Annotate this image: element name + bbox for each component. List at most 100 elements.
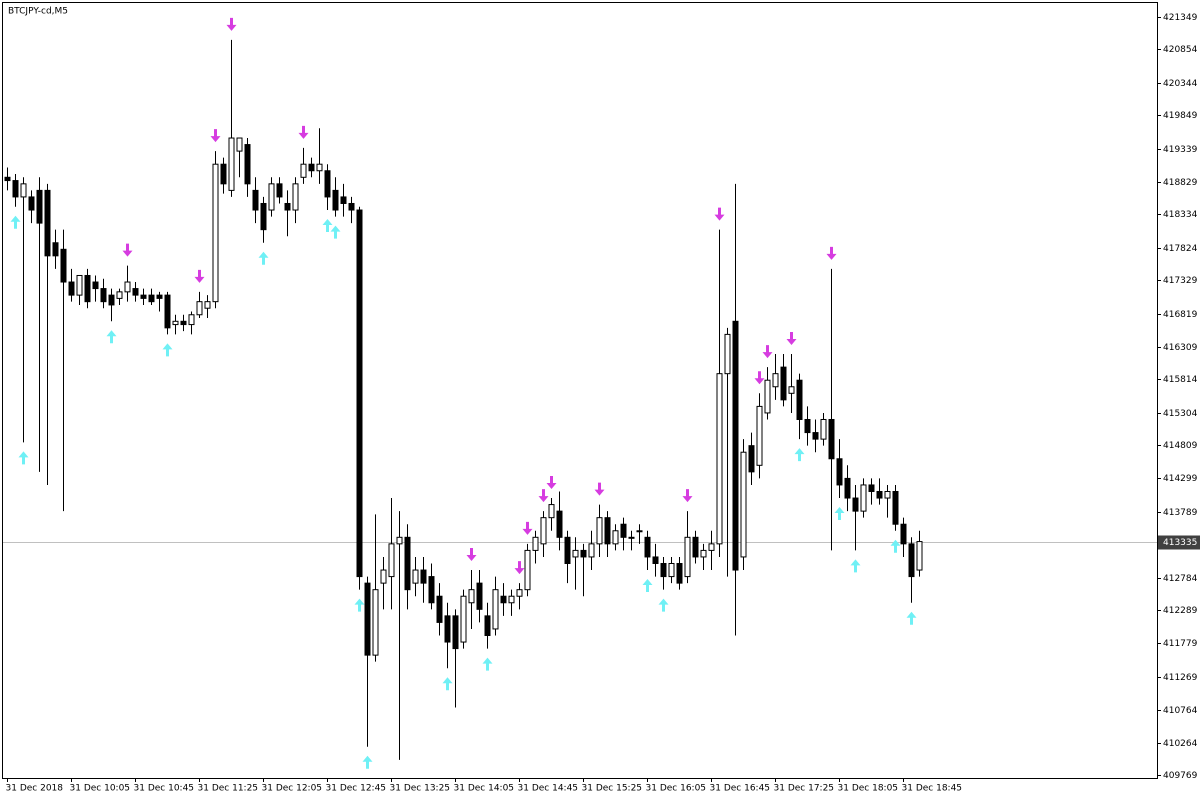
bear-body [644, 536, 651, 558]
bull-body [196, 301, 203, 316]
buy-arrow [330, 225, 341, 239]
y-tick-label: 411779 [1163, 639, 1198, 649]
sell-arrow [754, 371, 765, 385]
bear-body [180, 320, 187, 326]
y-tick-label: 416309 [1163, 343, 1198, 353]
y-tick-label: 420344 [1163, 79, 1198, 89]
sell-arrow [826, 246, 837, 260]
bear-body [420, 569, 427, 584]
x-tick-label: 31 Dec 15:25 [582, 784, 643, 794]
bear-body [364, 582, 371, 656]
bear-body [748, 445, 755, 473]
sell-arrow [538, 489, 549, 503]
bull-body [636, 530, 643, 533]
sell-arrow [594, 482, 605, 496]
y-tick-label: 417824 [1163, 244, 1198, 254]
bull-body [548, 504, 555, 519]
buy-arrow [354, 598, 365, 612]
bull-body [124, 281, 131, 293]
bull-body [884, 490, 891, 499]
buy-arrow [10, 215, 21, 229]
y-tick-label: 418334 [1163, 210, 1198, 220]
bull-body [684, 536, 691, 578]
sell-arrow [714, 207, 725, 221]
bull-body [228, 137, 235, 191]
bear-body [164, 294, 171, 329]
buy-arrow [482, 657, 493, 671]
bear-body [244, 144, 251, 185]
y-tick-label: 409769 [1163, 771, 1198, 781]
bear-body [44, 189, 51, 257]
bull-body [612, 530, 619, 545]
bear-body [252, 189, 259, 211]
buy-arrow [258, 251, 269, 265]
bear-body [276, 183, 283, 198]
buy-arrow [794, 448, 805, 462]
bear-body [100, 288, 107, 303]
bull-body [372, 589, 379, 656]
bear-body [604, 517, 611, 545]
plot-frame [2, 2, 1158, 779]
bull-body [300, 163, 307, 178]
bear-body [484, 615, 491, 636]
bear-body [52, 242, 59, 257]
y-tick-label: 419339 [1163, 145, 1198, 155]
x-tick-label: 31 Dec 18:05 [838, 784, 899, 794]
sell-arrow [762, 345, 773, 359]
bear-body [84, 274, 91, 303]
sell-arrow [522, 521, 533, 535]
bull-body [468, 589, 475, 604]
y-tick-label: 412784 [1163, 574, 1198, 584]
buy-arrow [362, 755, 373, 769]
bear-body [284, 202, 291, 211]
bull-body [540, 517, 547, 545]
bear-body [580, 549, 587, 558]
x-tick-label: 31 Dec 10:05 [70, 784, 131, 794]
sell-arrow [786, 332, 797, 346]
buy-arrow [442, 677, 453, 691]
y-tick-label: 410764 [1163, 706, 1198, 716]
bear-body [852, 497, 859, 512]
bull-body [700, 549, 707, 558]
bear-body [132, 288, 139, 296]
y-tick-label: 421349 [1163, 13, 1198, 23]
bear-body [908, 543, 915, 578]
bear-body [652, 556, 659, 564]
bear-body [900, 523, 907, 545]
buy-arrow [322, 219, 333, 233]
bull-body [524, 549, 531, 591]
y-tick-label: 416819 [1163, 310, 1198, 320]
bear-body [4, 176, 11, 182]
bear-body [356, 209, 363, 578]
x-tick-label: 31 Dec 17:25 [774, 784, 835, 794]
bear-body [140, 294, 147, 299]
bull-body [668, 562, 675, 578]
sell-arrow [298, 125, 309, 139]
buy-arrow [890, 539, 901, 553]
bull-body [412, 569, 419, 584]
bull-body [492, 589, 499, 630]
bear-body [28, 196, 35, 211]
bull-body [788, 386, 795, 394]
sell-arrow [122, 243, 133, 257]
y-tick-label: 410264 [1163, 739, 1198, 749]
x-tick-label: 31 Dec 16:45 [710, 784, 771, 794]
bull-body [820, 418, 827, 440]
buy-arrow [642, 579, 653, 593]
bear-body [260, 202, 267, 231]
bull-body [508, 595, 515, 604]
x-tick-label: 31 Dec 13:25 [390, 784, 451, 794]
bull-body [588, 543, 595, 558]
bull-body [292, 183, 299, 211]
buy-arrow [658, 598, 669, 612]
bull-body [460, 595, 467, 643]
current-price-box [1158, 535, 1200, 550]
x-tick-label: 31 Dec 12:05 [262, 784, 323, 794]
sell-arrow [682, 489, 693, 503]
y-tick-label: 415304 [1163, 409, 1198, 419]
buy-arrow [906, 611, 917, 625]
bear-body [620, 523, 627, 538]
bull-body [204, 301, 211, 309]
